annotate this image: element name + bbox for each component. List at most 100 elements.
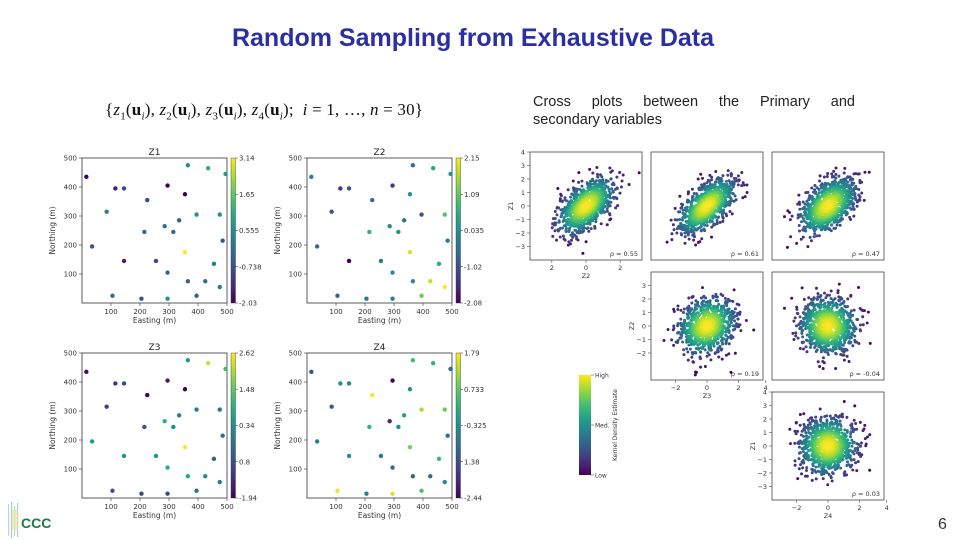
sample-point	[445, 238, 450, 243]
svg-text:-2.08: -2.08	[464, 300, 482, 308]
sample-point	[217, 284, 222, 290]
svg-text:300: 300	[387, 503, 400, 511]
sample-point	[370, 197, 375, 203]
sample-point	[442, 479, 447, 485]
sample-point	[419, 293, 424, 298]
svg-text:0.733: 0.733	[464, 386, 484, 394]
svg-text:100: 100	[104, 503, 117, 511]
sample-point	[182, 250, 188, 255]
sample-point	[182, 445, 188, 450]
svg-text:3.14: 3.14	[239, 155, 255, 163]
sample-point	[401, 218, 407, 223]
svg-text:-2.03: -2.03	[239, 300, 257, 308]
sample-point	[185, 163, 191, 168]
svg-text:-0.738: -0.738	[239, 263, 262, 271]
sample-set-formula: {z1(ui), z2(ui), z3(ui), z4(ui); i = 1, …	[105, 100, 424, 123]
crossplot-matrix: ρ = 0.55 ρ = 0.61 ρ = 0.47 ρ = 0.19 ρ = -0.0…	[507, 148, 889, 520]
sample-point	[176, 218, 182, 223]
map-title: Z3	[149, 343, 161, 353]
sample-point	[84, 174, 89, 180]
sample-point	[182, 192, 188, 197]
sample-point	[346, 186, 352, 191]
svg-text:300: 300	[162, 503, 175, 511]
sample-point	[185, 279, 191, 284]
sample-point	[419, 488, 424, 493]
map-title: Z1	[149, 148, 161, 158]
svg-text:300: 300	[162, 308, 175, 316]
sample-point	[387, 418, 392, 424]
sample-point	[346, 453, 352, 459]
caption-word: and	[830, 94, 855, 110]
sample-point	[407, 250, 413, 255]
sample-point	[113, 381, 118, 386]
svg-text:100: 100	[289, 271, 302, 279]
svg-text:0.8: 0.8	[239, 458, 250, 466]
sample-point	[185, 474, 191, 479]
sample-point	[223, 366, 228, 372]
svg-text:400: 400	[64, 184, 77, 192]
sample-point	[430, 165, 436, 171]
svg-text:1.65: 1.65	[239, 191, 255, 199]
sample-point	[410, 358, 416, 363]
svg-text:500: 500	[289, 350, 302, 358]
svg-text:-1.02: -1.02	[464, 263, 482, 271]
page-number: 6	[938, 516, 947, 533]
sample-point	[223, 171, 228, 177]
sample-point	[121, 381, 127, 386]
svg-text:100: 100	[289, 466, 302, 474]
sample-point	[194, 293, 199, 298]
svg-text:300: 300	[289, 408, 302, 416]
sample-point	[448, 366, 453, 372]
sample-point	[370, 392, 375, 398]
sample-point	[220, 433, 225, 438]
sample-point	[211, 261, 217, 267]
crossplot-panel: ρ = -0.04	[771, 271, 885, 381]
svg-text:200: 200	[133, 503, 146, 511]
sample-point	[364, 296, 369, 301]
svg-text:100: 100	[64, 466, 77, 474]
sample-point	[165, 378, 170, 383]
sample-point	[407, 192, 413, 197]
sample-point	[139, 491, 144, 496]
sample-point	[217, 212, 222, 217]
sample-point	[182, 387, 188, 392]
caption-word: Primary	[759, 94, 810, 110]
svg-text:400: 400	[191, 308, 204, 316]
sample-point	[436, 456, 442, 462]
crossplot-panel: ρ = 0.03	[771, 391, 885, 501]
svg-text:-2.44: -2.44	[464, 495, 483, 503]
svg-text:Easting (m): Easting (m)	[133, 316, 176, 325]
sample-point	[153, 258, 159, 264]
sample-point	[436, 261, 442, 267]
sample-point	[121, 258, 127, 264]
svg-text:500: 500	[64, 155, 77, 163]
sample-point	[396, 424, 401, 430]
map-z3: Z3 100 200 300 400 500 100 200 300 400 500 Easting …	[48, 343, 258, 520]
caption-line-2: secondary variables	[533, 112, 662, 128]
sample-point	[390, 183, 395, 188]
svg-text:2.62: 2.62	[239, 350, 255, 358]
sample-point	[387, 223, 392, 229]
slide-title: Random Sampling from Exhaustive Data	[231, 24, 715, 52]
map-z4: Z4 100 200 300 400 500 100 200 300 400 500 Easting …	[273, 343, 487, 520]
svg-text:400: 400	[416, 308, 429, 316]
svg-text:100: 100	[329, 503, 342, 511]
sample-point	[430, 360, 436, 366]
svg-text:200: 200	[358, 503, 371, 511]
svg-text:200: 200	[64, 437, 77, 445]
svg-text:1.09: 1.09	[464, 191, 480, 199]
svg-text:300: 300	[64, 213, 77, 221]
map-z2: Z2 100 200 300 400 500 100 200 300 400 500 Easting …	[273, 148, 484, 325]
svg-text:Easting (m): Easting (m)	[133, 511, 176, 520]
crossplot-panel: ρ = 0.47	[771, 151, 885, 261]
sample-point	[194, 488, 199, 493]
sample-point	[407, 387, 413, 392]
sample-point	[442, 212, 447, 217]
sample-point	[165, 296, 170, 301]
svg-text:200: 200	[64, 242, 77, 250]
sample-point	[217, 479, 222, 485]
sample-point	[346, 381, 352, 386]
svg-text:200: 200	[289, 242, 302, 250]
svg-text:-1.94: -1.94	[239, 495, 258, 503]
sample-point	[396, 229, 401, 235]
